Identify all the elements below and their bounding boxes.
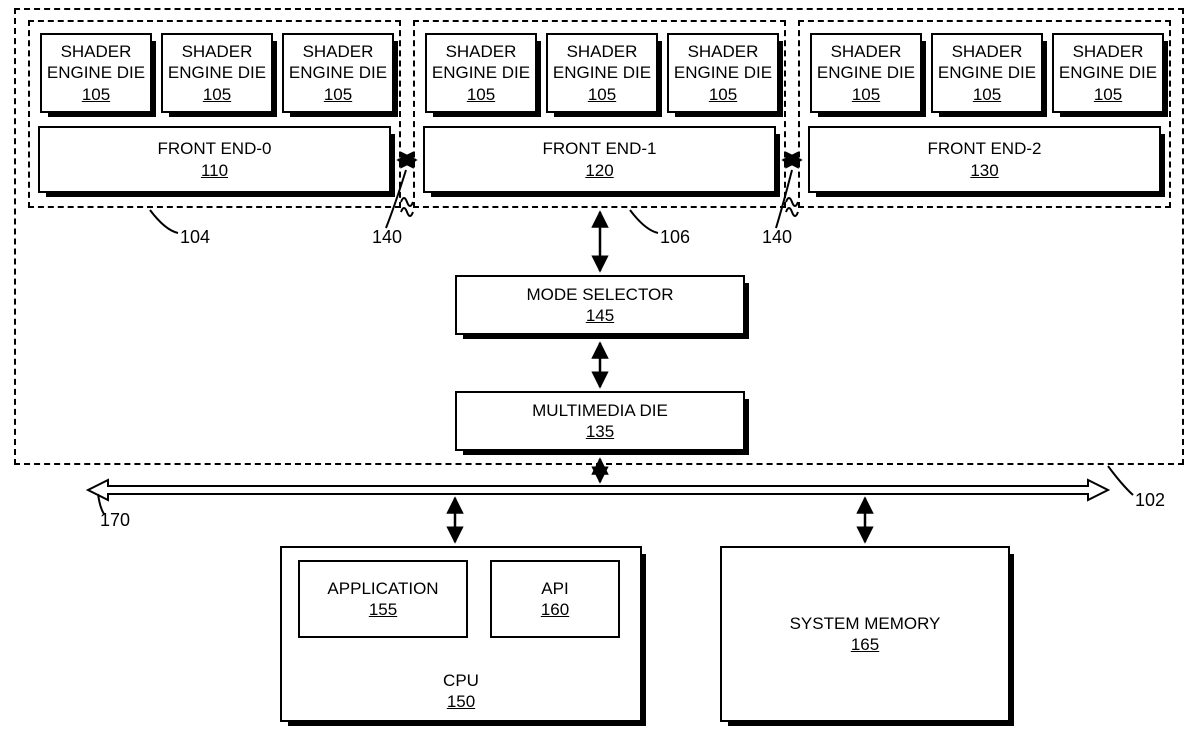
multimedia-title: MULTIMEDIA DIE [532,400,668,421]
shader-die: SHADER ENGINE DIE 105 [425,33,537,113]
shader-ref: 105 [467,84,495,105]
shader-ref: 105 [203,84,231,105]
ref-170: 170 [100,510,130,531]
sysmem-title: SYSTEM MEMORY [790,613,941,634]
shader-die: SHADER ENGINE DIE 105 [667,33,779,113]
api-box: API 160 [490,560,620,638]
shader-die: SHADER ENGINE DIE 105 [282,33,394,113]
shader-die: SHADER ENGINE DIE 105 [40,33,152,113]
shader-title: SHADER ENGINE DIE [284,41,392,84]
api-title: API [541,578,568,599]
mode-selector-title: MODE SELECTOR [526,284,673,305]
shader-title: SHADER ENGINE DIE [812,41,920,84]
application-title: APPLICATION [327,578,438,599]
cpu-ref: 150 [447,691,475,712]
shader-ref: 105 [1094,84,1122,105]
multimedia-ref: 135 [586,421,614,442]
application-box: APPLICATION 155 [298,560,468,638]
shader-ref: 105 [973,84,1001,105]
application-ref: 155 [369,599,397,620]
cpu-title: CPU [443,670,479,691]
shader-title: SHADER ENGINE DIE [669,41,777,84]
ref-140a: 140 [372,227,402,248]
shader-ref: 105 [324,84,352,105]
frontend-2: FRONT END-2 130 [808,126,1161,193]
frontend-ref: 120 [585,160,613,181]
ref-102: 102 [1135,490,1165,511]
shader-die: SHADER ENGINE DIE 105 [161,33,273,113]
shader-title: SHADER ENGINE DIE [427,41,535,84]
mode-selector-ref: 145 [586,305,614,326]
api-ref: 160 [541,599,569,620]
frontend-0: FRONT END-0 110 [38,126,391,193]
mode-selector: MODE SELECTOR 145 [455,275,745,335]
shader-ref: 105 [588,84,616,105]
shader-die: SHADER ENGINE DIE 105 [1052,33,1164,113]
frontend-ref: 110 [201,160,228,181]
frontend-1: FRONT END-1 120 [423,126,776,193]
shader-ref: 105 [852,84,880,105]
shader-title: SHADER ENGINE DIE [163,41,271,84]
system-memory-box: SYSTEM MEMORY 165 [720,546,1010,722]
shader-die: SHADER ENGINE DIE 105 [546,33,658,113]
sysmem-ref: 165 [851,634,879,655]
diagram-stage: SHADER ENGINE DIE 105 SHADER ENGINE DIE … [0,0,1200,736]
shader-ref: 105 [82,84,110,105]
ref-140b: 140 [762,227,792,248]
ref-104: 104 [180,227,210,248]
frontend-title: FRONT END-2 [928,138,1042,159]
ref-106: 106 [660,227,690,248]
shader-title: SHADER ENGINE DIE [1054,41,1162,84]
shader-ref: 105 [709,84,737,105]
frontend-title: FRONT END-0 [158,138,272,159]
shader-title: SHADER ENGINE DIE [548,41,656,84]
shader-title: SHADER ENGINE DIE [933,41,1041,84]
shader-die: SHADER ENGINE DIE 105 [810,33,922,113]
frontend-ref: 130 [970,160,998,181]
shader-die: SHADER ENGINE DIE 105 [931,33,1043,113]
frontend-title: FRONT END-1 [543,138,657,159]
shader-title: SHADER ENGINE DIE [42,41,150,84]
multimedia-die: MULTIMEDIA DIE 135 [455,391,745,451]
